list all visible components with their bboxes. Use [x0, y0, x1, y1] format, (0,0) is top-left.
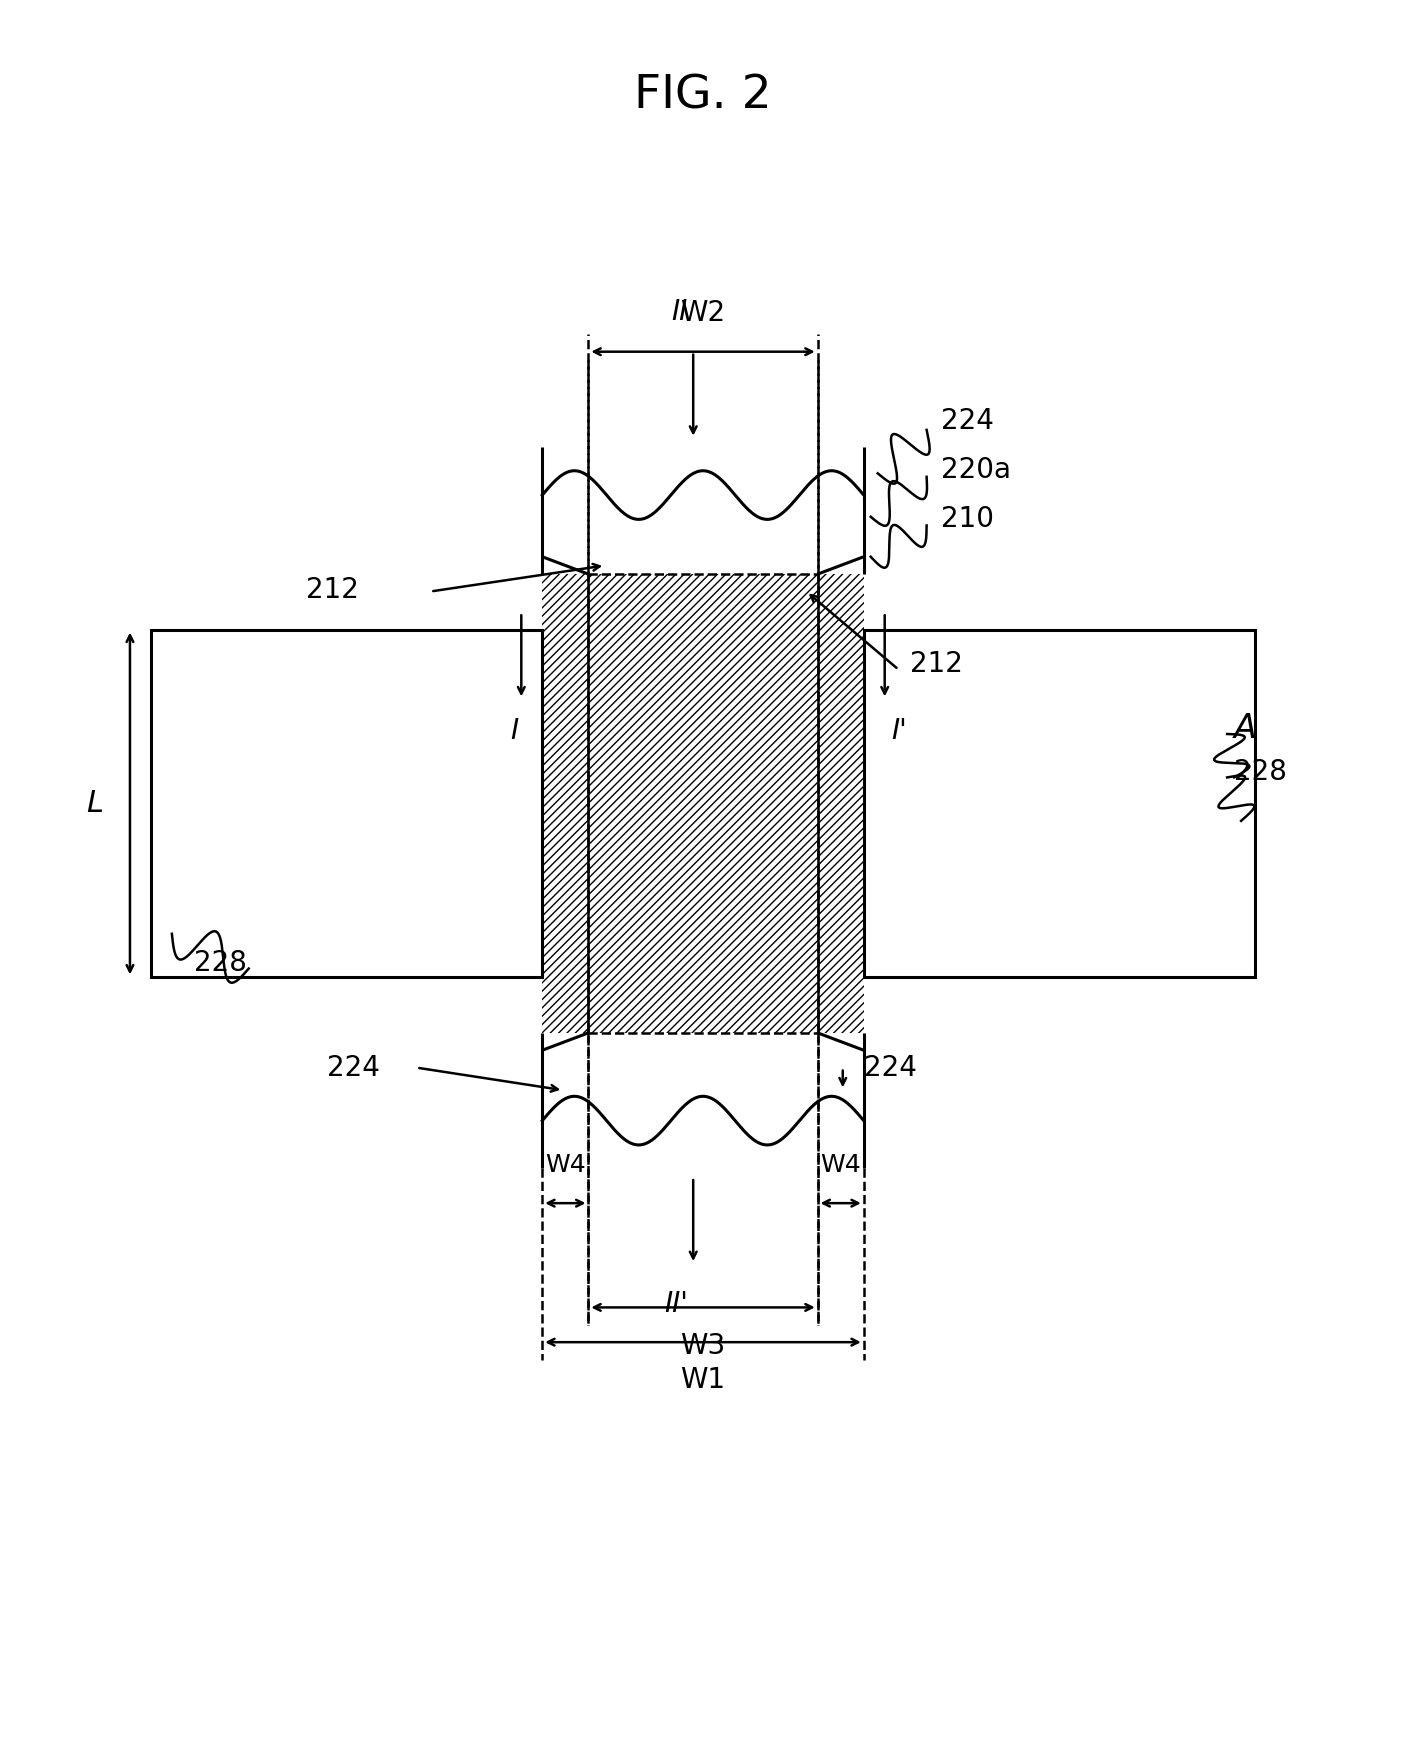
Text: 220a: 220a: [941, 456, 1011, 484]
Text: L: L: [87, 789, 104, 817]
Text: 228: 228: [194, 950, 247, 978]
Text: I: I: [510, 716, 519, 744]
Text: A: A: [1234, 712, 1257, 746]
Text: 210: 210: [941, 505, 994, 533]
Text: 224: 224: [328, 1053, 380, 1081]
Text: W4: W4: [546, 1152, 586, 1177]
Text: 224: 224: [863, 1053, 917, 1081]
Bar: [863, 630, 1256, 978]
Bar: [150, 630, 543, 978]
Text: W4: W4: [820, 1152, 860, 1177]
Text: FIG. 2: FIG. 2: [634, 73, 772, 119]
Text: 212: 212: [307, 576, 359, 604]
Text: 228: 228: [1234, 758, 1286, 786]
Text: II: II: [671, 297, 688, 327]
Text: W3: W3: [681, 1332, 725, 1360]
Text: W2: W2: [681, 300, 725, 328]
Text: W1: W1: [681, 1367, 725, 1395]
Text: 224: 224: [941, 407, 994, 435]
Bar: [543, 574, 863, 1034]
Text: I': I': [891, 716, 907, 744]
Text: II': II': [665, 1290, 689, 1318]
Text: 212: 212: [910, 651, 963, 679]
